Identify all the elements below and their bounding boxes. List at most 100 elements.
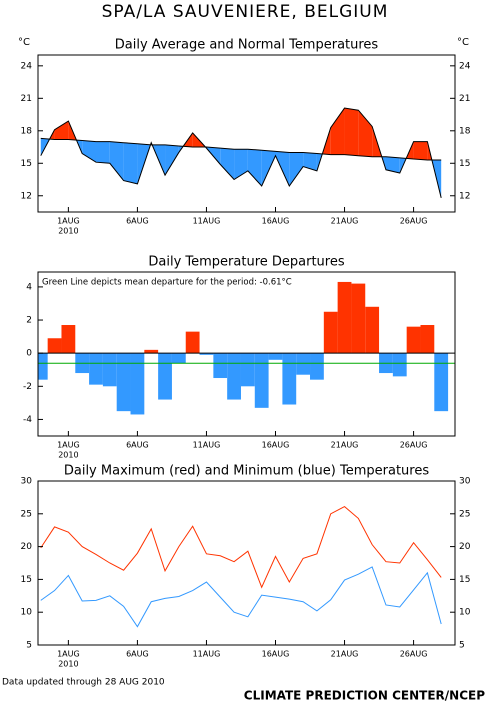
x-tick-label: 26AUG — [400, 441, 428, 450]
anomaly-fill — [303, 152, 317, 171]
y-tick-label: -2 — [23, 382, 32, 392]
anomaly-fill — [95, 141, 110, 164]
y2-tick-label: 12 — [459, 191, 470, 201]
panel-title: Daily Temperature Departures — [148, 255, 344, 270]
x-tick-label: 11AUG — [193, 650, 221, 659]
y-tick-label: 25 — [21, 509, 32, 519]
y-tick-label: 5 — [26, 641, 32, 651]
bar — [337, 281, 352, 354]
x-tick-label: 11AUG — [193, 441, 221, 450]
bar — [296, 353, 311, 375]
y2-axis-label: °C — [457, 37, 469, 48]
y-tick-label: 20 — [21, 542, 33, 552]
x-tick-label: 26AUG — [400, 217, 428, 226]
plot-frame — [37, 480, 456, 646]
plot-frame — [37, 271, 456, 437]
bar — [240, 353, 255, 387]
y2-tick-label: 21 — [459, 94, 470, 104]
bar — [116, 353, 131, 412]
footer-note: Data updated through 28 AUG 2010 — [2, 678, 165, 688]
bar — [420, 325, 435, 354]
y2-tick-label: 20 — [459, 542, 471, 552]
bar — [38, 353, 48, 380]
anomaly-fill — [165, 144, 179, 176]
credit: CLIMATE PREDICTION CENTER/NCEP — [244, 689, 485, 703]
x-tick-label: 21AUG — [331, 650, 359, 659]
y2-tick-label: 25 — [459, 509, 470, 519]
page-title: SPA/LA SAUVENIERE, BELGIUM — [102, 2, 389, 22]
y-tick-label: 24 — [21, 61, 33, 71]
x-tick-label: 21AUG — [331, 217, 359, 226]
x-year-label: 2010 — [58, 660, 78, 669]
bar — [89, 353, 103, 385]
x-tick-label: 26AUG — [400, 650, 428, 659]
anomaly-fill — [123, 142, 138, 184]
x-tick-label: 6AUG — [126, 217, 149, 226]
x-tick-label: 6AUG — [126, 650, 149, 659]
data-line — [40, 505, 442, 589]
x-tick-label: 1AUG — [57, 650, 80, 659]
bar — [199, 353, 214, 355]
bar — [365, 306, 380, 354]
y-tick-label: 18 — [21, 126, 33, 136]
y2-tick-label: 15 — [459, 159, 470, 169]
y-tick-label: 4 — [26, 282, 32, 292]
anomaly-fill — [82, 140, 96, 163]
plot-area — [38, 281, 455, 415]
x-year-label: 2010 — [58, 451, 78, 460]
x-tick-label: 1AUG — [57, 217, 80, 226]
bar — [282, 353, 297, 405]
x-tick-label: 16AUG — [262, 217, 290, 226]
x-year-label: 2010 — [58, 227, 78, 236]
bar — [171, 353, 186, 364]
y2-tick-label: 30 — [459, 477, 471, 487]
bar — [268, 353, 283, 360]
x-tick-label: 1AUG — [57, 441, 80, 450]
x-tick-label: 11AUG — [193, 217, 221, 226]
y-tick-label: 21 — [21, 94, 32, 104]
data-line — [40, 107, 442, 199]
bar — [47, 338, 62, 354]
y-tick-label: 15 — [21, 575, 32, 585]
y2-tick-label: 18 — [459, 126, 471, 136]
data-line — [40, 566, 442, 628]
panel-title: Daily Maximum (red) and Minimum (blue) T… — [64, 464, 429, 479]
bar — [130, 353, 145, 415]
anomaly-fill — [261, 150, 276, 187]
x-tick-label: 21AUG — [331, 441, 359, 450]
bar — [185, 331, 200, 354]
y-tick-label: 12 — [21, 191, 32, 201]
bar — [227, 353, 241, 400]
anomaly-fill — [385, 156, 400, 174]
bar — [323, 311, 338, 354]
y2-tick-label: 5 — [459, 641, 465, 651]
y2-tick-label: 24 — [459, 61, 471, 71]
x-tick-label: 6AUG — [126, 441, 149, 450]
bar — [158, 353, 172, 400]
data-line — [40, 137, 442, 161]
panel-title: Daily Average and Normal Temperatures — [115, 38, 379, 53]
anomaly-fill — [247, 149, 262, 187]
x-tick-label: 16AUG — [262, 650, 290, 659]
anomaly-fill — [109, 141, 124, 181]
plot-area — [40, 107, 442, 199]
anomaly-fill — [413, 141, 428, 161]
anomaly-fill — [234, 149, 248, 180]
anomaly-fill — [358, 110, 373, 157]
bar — [392, 353, 407, 377]
anomaly-fill — [330, 108, 345, 155]
plot-area — [40, 505, 442, 628]
bar — [310, 353, 324, 380]
y-tick-label: 10 — [21, 608, 33, 618]
bar — [351, 283, 366, 354]
bar — [213, 353, 228, 379]
bar — [61, 325, 76, 354]
y2-tick-label: 15 — [459, 575, 470, 585]
annotation: Green Line depicts mean departure for th… — [42, 278, 292, 288]
anomaly-fill — [54, 121, 69, 140]
plot-frame — [37, 54, 456, 213]
anomaly-fill — [289, 152, 304, 187]
anomaly-fill — [344, 108, 359, 156]
y2-tick-label: 10 — [459, 608, 471, 618]
